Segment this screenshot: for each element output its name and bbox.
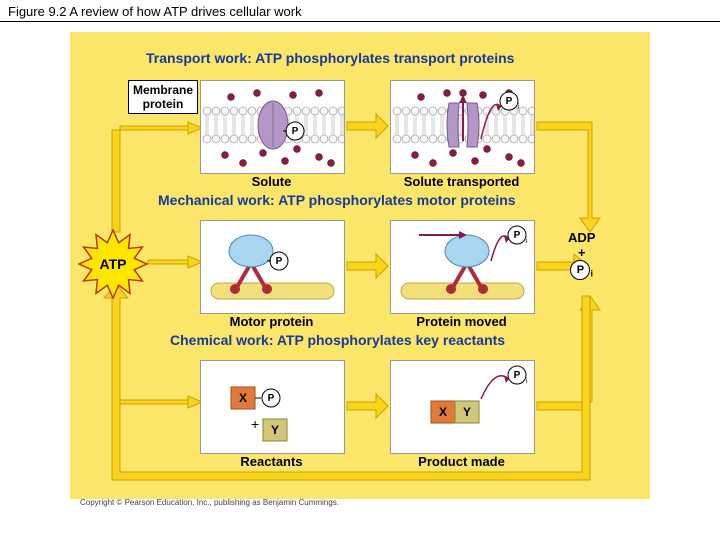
caption-protein-moved: Protein moved [390, 314, 533, 329]
caption-product-made: Product made [390, 454, 533, 469]
svg-text:P: P [514, 370, 521, 381]
section-title-transport: Transport work: ATP phosphorylates trans… [146, 50, 514, 66]
panel-reactants: X P + Y [200, 360, 345, 454]
panel-protein-moved: Pi [390, 220, 535, 314]
svg-text:Y: Y [271, 423, 279, 437]
panel-product-made: X Y Pi [390, 360, 535, 454]
svg-text:X: X [439, 405, 447, 419]
svg-text:X: X [239, 391, 247, 405]
section-title-chemical: Chemical work: ATP phosphorylates key re… [170, 332, 505, 348]
svg-text:i: i [526, 238, 528, 245]
svg-text:P: P [276, 256, 283, 267]
copyright-text: Copyright © Pearson Education, Inc., pub… [80, 498, 339, 507]
svg-text:P: P [514, 230, 521, 241]
svg-text:i: i [526, 378, 528, 385]
section-title-mechanical: Mechanical work: ATP phosphorylates moto… [158, 192, 516, 208]
panel-solute-transported: Pi [390, 80, 535, 174]
caption-solute-transported: Solute transported [390, 174, 533, 189]
panel-motor-protein: P [200, 220, 345, 314]
figure-caption: Figure 9.2 A review of how ATP drives ce… [0, 0, 720, 22]
atp-star-icon: ATP [78, 229, 148, 299]
caption-reactants: Reactants [200, 454, 343, 469]
svg-text:ATP: ATP [100, 256, 127, 272]
diagram-container: Transport work: ATP phosphorylates trans… [70, 32, 650, 507]
svg-text:Y: Y [463, 405, 471, 419]
svg-text:+: + [251, 416, 259, 432]
svg-text:P: P [268, 393, 275, 404]
caption-solute: Solute [200, 174, 343, 189]
svg-text:P: P [506, 96, 513, 107]
svg-text:P: P [292, 126, 299, 137]
membrane-protein-label: Membraneprotein [128, 80, 198, 114]
caption-motor-protein: Motor protein [200, 314, 343, 329]
panel-solute: P [200, 80, 345, 174]
adp-pi-label: ADP+Pi [568, 230, 595, 280]
